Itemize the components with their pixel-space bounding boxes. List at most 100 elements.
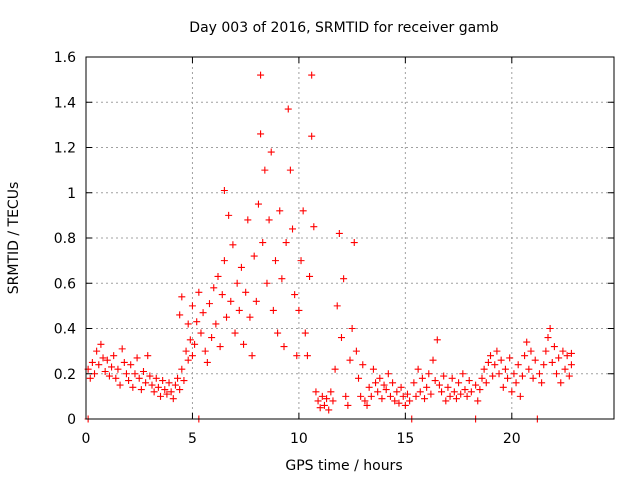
data-point xyxy=(259,239,267,247)
data-point xyxy=(203,358,211,366)
data-point xyxy=(139,367,147,375)
x-tick-label: 10 xyxy=(290,431,308,447)
data-point xyxy=(395,399,403,407)
data-point xyxy=(497,356,505,364)
data-point xyxy=(501,365,509,373)
data-point xyxy=(450,388,458,396)
data-point xyxy=(127,361,135,369)
data-point xyxy=(484,358,492,366)
data-point xyxy=(452,395,460,403)
data-point xyxy=(523,338,531,346)
data-point xyxy=(380,381,388,389)
data-point xyxy=(303,352,311,360)
data-point xyxy=(314,397,322,405)
data-point xyxy=(248,352,256,360)
data-point xyxy=(223,313,231,321)
data-point xyxy=(455,379,463,387)
data-point xyxy=(561,365,569,373)
data-point xyxy=(348,325,356,332)
data-point xyxy=(542,347,550,355)
data-point xyxy=(216,343,224,351)
data-point xyxy=(493,347,501,355)
data-point xyxy=(278,275,286,283)
data-point xyxy=(199,309,207,317)
data-point xyxy=(235,306,243,314)
data-point xyxy=(350,239,358,247)
data-point xyxy=(525,365,533,373)
data-point xyxy=(108,363,116,371)
data-point xyxy=(208,334,216,342)
data-point xyxy=(467,388,475,396)
data-point xyxy=(504,374,512,382)
data-point xyxy=(521,352,529,360)
data-point xyxy=(229,241,237,249)
data-point xyxy=(289,225,297,233)
data-point xyxy=(329,397,337,405)
data-point xyxy=(186,336,194,344)
data-point xyxy=(269,306,277,314)
data-point xyxy=(461,386,469,394)
data-point xyxy=(308,71,316,79)
chart-title: Day 003 of 2016, SRMTID for receiver gam… xyxy=(189,20,499,36)
data-point xyxy=(442,397,450,405)
data-point xyxy=(293,352,301,360)
y-tick-label: 0.6 xyxy=(54,276,76,292)
data-point xyxy=(116,381,124,389)
data-point xyxy=(474,397,482,405)
data-point xyxy=(282,239,290,247)
grid-lines xyxy=(86,57,614,419)
y-tick-label: 0.2 xyxy=(54,367,76,383)
y-tick-label: 1.4 xyxy=(54,95,76,111)
data-point xyxy=(188,302,196,310)
data-point xyxy=(146,372,154,380)
data-point xyxy=(152,374,160,382)
data-point xyxy=(99,354,107,362)
data-point xyxy=(393,388,401,396)
data-point xyxy=(331,365,339,373)
data-point xyxy=(540,361,548,369)
data-point xyxy=(86,374,94,382)
data-point xyxy=(429,356,437,364)
data-point xyxy=(495,370,503,378)
data-point xyxy=(491,361,499,369)
data-point xyxy=(418,374,426,382)
data-point xyxy=(280,343,288,351)
y-tick-label: 1.2 xyxy=(54,141,76,157)
data-point xyxy=(205,300,213,308)
data-point xyxy=(382,386,390,394)
data-point xyxy=(480,365,488,373)
data-point xyxy=(144,352,152,360)
y-tick-label: 0.4 xyxy=(54,322,76,338)
data-point xyxy=(384,370,392,378)
data-point xyxy=(184,356,192,364)
data-point xyxy=(225,211,233,219)
data-point xyxy=(171,381,179,389)
data-point xyxy=(286,166,294,174)
data-point xyxy=(246,313,254,321)
data-point xyxy=(410,379,418,387)
data-point xyxy=(250,252,258,260)
data-point xyxy=(465,377,473,385)
data-point xyxy=(357,392,365,400)
data-point xyxy=(459,370,467,378)
data-point xyxy=(344,401,352,409)
data-point xyxy=(182,347,190,355)
data-point xyxy=(148,381,156,389)
data-point xyxy=(118,345,126,353)
data-point xyxy=(165,379,173,387)
data-point xyxy=(478,374,486,382)
data-point xyxy=(335,229,343,237)
data-point xyxy=(284,105,292,113)
data-point xyxy=(125,377,133,385)
data-point xyxy=(197,329,205,337)
data-point xyxy=(103,356,111,364)
data-point xyxy=(201,347,209,355)
data-point xyxy=(295,306,303,314)
x-axis-label: GPS time / hours xyxy=(285,458,402,474)
data-point xyxy=(135,374,143,382)
data-point xyxy=(320,401,328,409)
data-point xyxy=(403,390,411,398)
x-tick-label: 5 xyxy=(188,431,197,447)
data-point xyxy=(110,352,118,360)
